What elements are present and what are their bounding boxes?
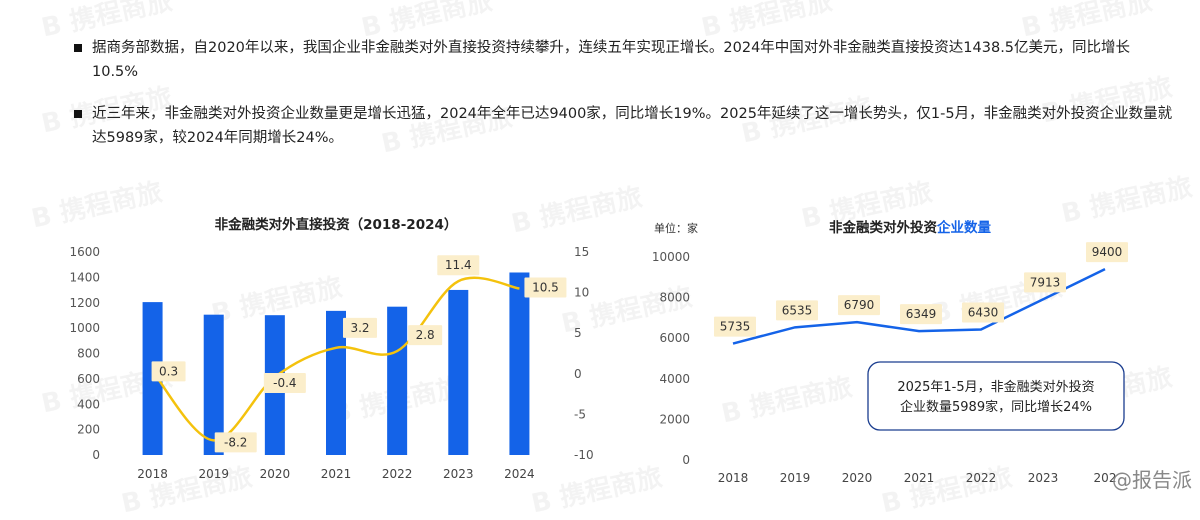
growth-data-label: -0.4: [273, 376, 296, 390]
x-tick-label: 2022: [382, 467, 413, 481]
x-tick-label: 2023: [1028, 471, 1059, 485]
y-tick-label: 6000: [659, 331, 690, 345]
investment-bar-line-chart: 非金融类对外直接投资（2018-2024） 0 200 400 600 800 1000 12…: [69, 216, 594, 481]
count-data-label-box: [714, 316, 756, 337]
y2-tick-label: 15: [574, 245, 589, 259]
count-data-label-box: [838, 295, 880, 316]
x-tick-label: 2019: [198, 467, 229, 481]
bar-2019: [203, 314, 224, 455]
y-tick-label: 1400: [69, 270, 100, 284]
x-tick-label: 2018: [718, 471, 749, 485]
count-data-label-box: [900, 304, 942, 325]
growth-data-label-box: [408, 325, 443, 346]
growth-data-label-box: [524, 277, 567, 298]
growth-data-label-box: [214, 432, 257, 453]
count-data-label: 6349: [906, 307, 937, 321]
x-tick-label: 2022: [966, 471, 997, 485]
y2-tick-label: -10: [574, 448, 594, 462]
x-tick-label: 2019: [780, 471, 811, 485]
callout-text: 2025年1-5月，非金融类对外投资: [897, 379, 1094, 395]
x-tick-label: 2020: [260, 467, 291, 481]
count-data-label: 6430: [968, 305, 999, 319]
y-tick-label: 1000: [69, 321, 100, 335]
growth-data-label-box: [263, 373, 306, 394]
growth-data-label: 3.2: [350, 321, 369, 335]
growth-data-label: 10.5: [532, 281, 559, 295]
y-tick-label: 0: [92, 448, 100, 462]
bullet-item: 据商务部数据，自2020年以来，我国企业非金融类对外直接投资持续攀升，连续五年实…: [74, 36, 1174, 84]
growth-data-label-box: [437, 255, 480, 276]
growth-data-label: 2.8: [416, 328, 435, 342]
count-data-label-box: [1086, 242, 1128, 263]
y2-tick-label: -5: [574, 407, 586, 421]
unit-label: 单位：家: [654, 221, 698, 235]
x-tick-label: 2024: [504, 467, 535, 481]
y-tick-label: 1600: [69, 245, 100, 259]
y-tick-label: 8000: [659, 291, 690, 305]
growth-data-label: -8.2: [224, 435, 247, 449]
y-tick-label: 800: [77, 347, 100, 361]
y-tick-label: 10000: [652, 250, 690, 264]
callout-box: [867, 361, 1125, 431]
y2-tick-label: 10: [574, 286, 589, 300]
callout-text: 企业数量5989家，同比增长24%: [900, 399, 1092, 415]
enterprise-count-line-chart: 非金融类对外投资企业数量 单位：家 0 2000 4000 6000 8000 10000 57…: [652, 219, 1128, 485]
growth-data-label: 11.4: [445, 258, 472, 272]
growth-data-label: 0.3: [159, 364, 178, 378]
summary-bullets: 据商务部数据，自2020年以来，我国企业非金融类对外直接投资持续攀升，连续五年实…: [74, 36, 1174, 168]
y-tick-label: 4000: [659, 372, 690, 386]
bar-2022: [387, 306, 408, 455]
bullet-text: 近三年来，非金融类对外投资企业数量更是增长迅猛，2024年全年已达9400家，同…: [92, 106, 1173, 146]
chart-title: 非金融类对外投资企业数量: [829, 219, 991, 236]
y-tick-label: 0: [682, 453, 690, 467]
chart-title-part2: 企业数量: [936, 219, 991, 236]
y-tick-label: 200: [77, 423, 100, 437]
count-data-label-box: [776, 300, 818, 321]
bullet-item: 近三年来，非金融类对外投资企业数量更是增长迅猛，2024年全年已达9400家，同…: [74, 102, 1174, 150]
y-tick-label: 2000: [659, 412, 690, 426]
count-data-label: 5735: [720, 320, 751, 334]
y-tick-label: 600: [77, 372, 100, 386]
bar-2023: [448, 289, 469, 455]
enterprise-count-line: [732, 268, 1106, 345]
growth-data-label-box: [151, 361, 186, 382]
count-data-label-box: [962, 302, 1004, 323]
bullet-square-icon: [74, 110, 82, 118]
x-tick-label: 2021: [321, 467, 352, 481]
source-watermark: @报告派: [1112, 468, 1192, 492]
x-tick-label: 2018: [137, 467, 168, 481]
chart-title-part1: 非金融类对外投资: [829, 219, 937, 236]
x-tick-label: 202: [1094, 471, 1117, 485]
count-data-label: 6535: [782, 303, 813, 317]
bullet-text: 据商务部数据，自2020年以来，我国企业非金融类对外直接投资持续攀升，连续五年实…: [92, 40, 1131, 80]
y-tick-label: 400: [77, 397, 100, 411]
growth-rate-line: [151, 276, 520, 442]
y2-tick-label: 0: [574, 367, 582, 381]
count-data-label: 7913: [1030, 275, 1061, 289]
count-data-label-box: [1024, 272, 1066, 293]
x-tick-label: 2023: [443, 467, 474, 481]
x-tick-label: 2021: [904, 471, 935, 485]
bar-2024: [509, 272, 530, 455]
count-data-label: 6790: [844, 298, 875, 312]
chart-title: 非金融类对外直接投资（2018-2024）: [215, 216, 458, 233]
growth-data-label-box: [343, 317, 377, 338]
count-data-label: 9400: [1092, 245, 1123, 259]
x-tick-label: 2020: [842, 471, 873, 485]
y-tick-label: 1200: [69, 296, 100, 310]
bullet-square-icon: [74, 44, 82, 52]
y2-tick-label: 5: [574, 326, 582, 340]
